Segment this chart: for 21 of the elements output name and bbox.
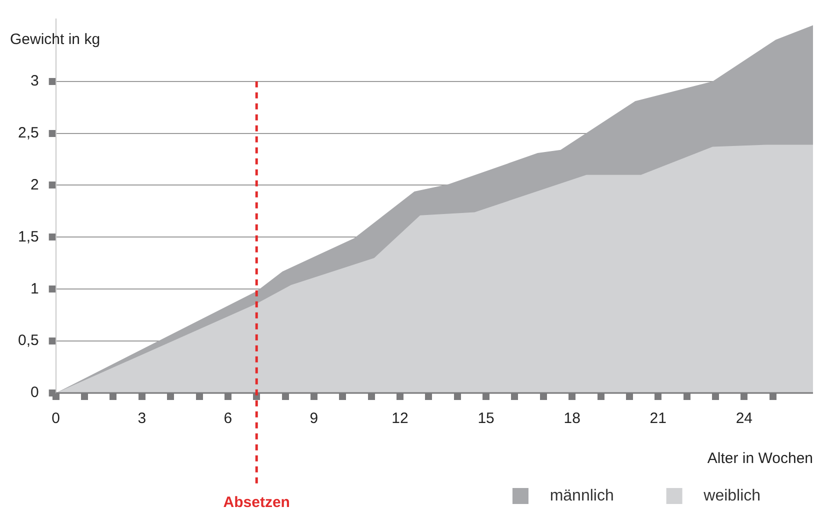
ref-line-label: Absetzen bbox=[223, 494, 290, 512]
x-tick-label: 24 bbox=[736, 410, 753, 428]
legend-label: weiblich bbox=[690, 487, 805, 504]
y-tick-label: 1 bbox=[30, 280, 39, 298]
x-tick-label: 0 bbox=[52, 410, 60, 428]
x-tick-label: 9 bbox=[310, 410, 318, 428]
y-axis-title: Gewicht in kg bbox=[10, 31, 100, 48]
x-tick-label: 15 bbox=[478, 410, 494, 428]
x-tick-label: 21 bbox=[650, 410, 666, 428]
x-tick-label: 3 bbox=[138, 410, 146, 428]
legend-label: männlich bbox=[536, 487, 658, 504]
y-tick-label: 0 bbox=[30, 384, 39, 402]
y-tick-label: 2 bbox=[30, 176, 39, 194]
y-tick-label: 2,5 bbox=[18, 124, 39, 142]
x-tick-label: 18 bbox=[564, 410, 580, 428]
x-tick-label: 6 bbox=[224, 410, 232, 428]
x-axis-title: Alter in Wochen bbox=[707, 450, 813, 468]
x-tick-label: 12 bbox=[392, 410, 408, 428]
y-tick-label: 1,5 bbox=[18, 228, 39, 246]
y-tick-label: 3 bbox=[30, 72, 39, 90]
y-tick-label: 0,5 bbox=[18, 332, 39, 350]
